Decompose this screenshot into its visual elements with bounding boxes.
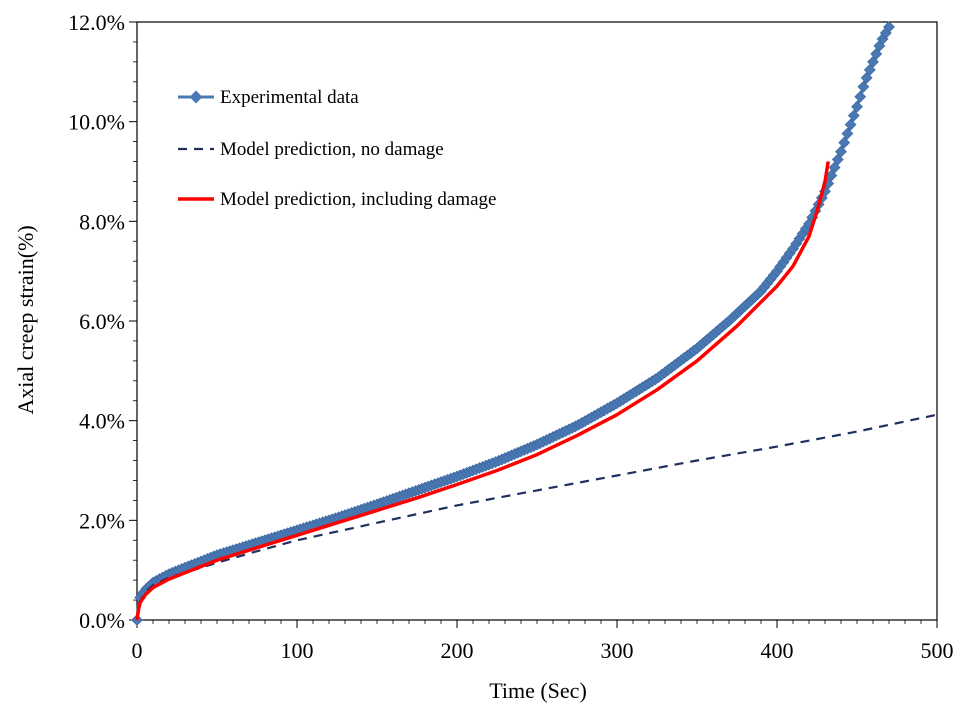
legend-item: Model prediction, including damage <box>178 189 496 210</box>
x-tick-label: 200 <box>441 638 474 663</box>
legend-marker <box>189 90 203 104</box>
x-tick-label: 500 <box>921 638 954 663</box>
x-tick-label: 100 <box>281 638 314 663</box>
y-tick-label: 0.0% <box>79 608 125 633</box>
x-tick-label: 0 <box>132 638 143 663</box>
x-tick-label: 400 <box>761 638 794 663</box>
data-point <box>844 118 857 131</box>
y-axis-title: Axial creep strain(%) <box>13 225 38 414</box>
series-layer <box>131 21 938 626</box>
data-point <box>828 161 841 174</box>
data-point <box>854 90 867 103</box>
y-tick-label: 12.0% <box>68 10 125 35</box>
legend: Experimental data Model prediction, no da… <box>178 87 496 210</box>
axis-ticks <box>129 21 938 628</box>
data-point <box>860 71 873 84</box>
data-point <box>841 127 854 140</box>
x-axis-title: Time (Sec) <box>489 678 587 703</box>
legend-label: Experimental data <box>220 87 359 108</box>
y-tick-label: 4.0% <box>79 409 125 434</box>
data-point <box>857 80 870 93</box>
data-point <box>838 136 851 149</box>
series-line <box>135 413 938 621</box>
data-point <box>851 100 863 113</box>
x-tick-label: 300 <box>601 638 634 663</box>
y-tick-label: 6.0% <box>79 309 125 334</box>
series-model-prediction-including-damage <box>135 161 830 621</box>
series-line <box>135 161 830 621</box>
legend-item: Model prediction, no damage <box>178 139 444 160</box>
legend-label: Model prediction, no damage <box>220 139 444 160</box>
y-tick-label: 8.0% <box>79 209 125 234</box>
legend-item: Experimental data <box>178 87 359 108</box>
y-tick-label: 10.0% <box>68 110 125 135</box>
y-tick-label: 2.0% <box>79 508 125 533</box>
data-point <box>883 21 895 33</box>
series-experimental-data <box>131 21 895 626</box>
data-point <box>835 145 847 158</box>
legend-label: Model prediction, including damage <box>220 189 496 210</box>
data-point <box>847 109 860 122</box>
data-point <box>870 47 883 60</box>
series-model-prediction-no-damage <box>135 413 938 621</box>
tick-labels: 0 100 200 300 400 500 0.0% 2.0% 4.0% 6.0% 8.0% 10.0… <box>68 10 953 663</box>
